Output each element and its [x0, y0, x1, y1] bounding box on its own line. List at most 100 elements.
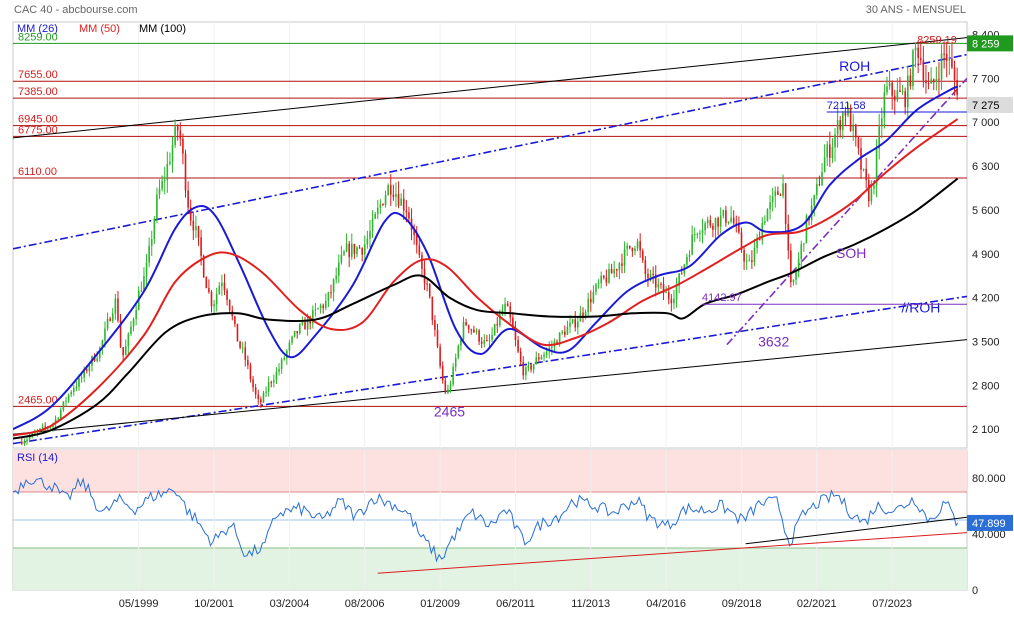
candle-body — [236, 323, 239, 342]
x-tick-label: 04/2016 — [646, 598, 686, 610]
candle-body — [938, 78, 940, 80]
annotation-label: 4142.97 — [702, 292, 742, 304]
legend-mm50[interactable]: MM (50) — [79, 23, 120, 35]
x-tick-label: 11/2013 — [571, 598, 610, 610]
candle-body — [797, 258, 800, 273]
candle-body — [912, 50, 914, 87]
candle-body — [130, 326, 132, 334]
candle-body — [117, 298, 119, 321]
candle-body — [784, 183, 787, 225]
candle-body — [260, 399, 262, 403]
candle-body — [392, 194, 395, 197]
candle-body — [150, 239, 153, 246]
candle-body — [499, 314, 501, 326]
moving-average-line — [13, 177, 959, 440]
candle-body — [140, 290, 143, 292]
x-tick-label: 10/2001 — [194, 598, 234, 610]
channel-line — [13, 339, 967, 435]
candle-body — [278, 368, 280, 372]
candle-body — [595, 284, 597, 293]
candle-body — [904, 91, 906, 108]
level-label: 7385.00 — [18, 86, 58, 98]
candle-body — [712, 225, 714, 230]
candle-body — [395, 194, 397, 197]
candle-body — [478, 330, 480, 342]
x-tick-label: 03/2004 — [270, 598, 310, 610]
candle-body — [111, 313, 114, 321]
candle-body — [405, 210, 408, 213]
candle-body — [870, 188, 873, 202]
candle-body — [169, 161, 171, 164]
candle-body — [839, 120, 842, 130]
candle-body — [803, 243, 805, 245]
level-label: 8259.00 — [18, 31, 58, 43]
rsi-y-tick-label: 40.000 — [972, 529, 1006, 541]
candle-body — [376, 207, 379, 214]
candle-body — [67, 394, 70, 401]
candle-body — [80, 377, 83, 379]
candle-body — [171, 145, 174, 162]
instrument-title: CAC 40 - abcbourse.com — [14, 4, 138, 16]
annotation-label: 8259.19 — [917, 34, 957, 46]
candle-body — [849, 108, 852, 131]
candle-body — [221, 282, 223, 287]
rsi-trend-line — [377, 532, 967, 574]
candle-body — [686, 256, 688, 265]
candle-body — [179, 130, 182, 139]
candle-body — [301, 322, 304, 325]
legend-mm100[interactable]: MM (100) — [139, 23, 186, 35]
candle-body — [447, 389, 449, 393]
y-tick-label: 2 100 — [972, 424, 1000, 436]
candle-body — [787, 224, 790, 251]
candle-body — [657, 283, 660, 288]
candle-body — [132, 319, 135, 327]
candle-body — [699, 233, 701, 235]
candle-body — [254, 387, 257, 395]
candle-body — [208, 288, 210, 292]
candle-body — [540, 356, 543, 360]
candle-body — [751, 260, 753, 262]
candle-body — [649, 273, 652, 279]
candle-body — [44, 426, 47, 428]
annotation-label: 2465 — [434, 404, 465, 420]
rsi-y-tick-label: 0 — [972, 585, 978, 597]
candle-body — [896, 90, 899, 101]
moving-average-line — [13, 85, 959, 431]
candle-body — [192, 220, 195, 231]
candle-body — [314, 309, 317, 311]
candle-body — [831, 147, 834, 158]
x-tick-label: 01/2009 — [420, 598, 460, 610]
candle-body — [665, 292, 667, 294]
y-tick-label: 4 200 — [972, 293, 1000, 305]
candle-body — [782, 183, 784, 196]
legend-mm26[interactable]: MM (26) — [17, 23, 58, 35]
candle-body — [888, 82, 891, 87]
candle-body — [452, 366, 454, 385]
candle-body — [826, 144, 829, 158]
candle-body — [418, 245, 421, 256]
candle-body — [488, 339, 491, 341]
candle-body — [239, 341, 241, 348]
candle-body — [875, 148, 878, 186]
candle-body — [384, 195, 387, 206]
candle-body — [415, 234, 418, 246]
candle-body — [366, 238, 369, 245]
candle-body — [792, 279, 795, 283]
candle-body — [350, 243, 353, 257]
candle-body — [421, 255, 423, 269]
candle-body — [821, 172, 823, 186]
price-tag-label: 7 275 — [972, 100, 1000, 112]
candle-body — [852, 124, 855, 131]
price-tag-bg — [967, 35, 1013, 52]
candle-body — [704, 223, 706, 231]
candle-body — [639, 241, 641, 251]
annotations: 8259.19 ROH 7211.58 SOH 4142.97 //ROH 3632 2465 — [434, 34, 967, 420]
candle-body — [706, 219, 709, 224]
level-label: 6945.00 — [18, 114, 58, 126]
rsi-title: RSI (14) — [17, 452, 58, 464]
candle-body — [641, 250, 644, 261]
candle-body — [865, 168, 868, 181]
candle-body — [584, 312, 587, 316]
candle-body — [491, 334, 493, 340]
channel-line — [13, 295, 967, 445]
